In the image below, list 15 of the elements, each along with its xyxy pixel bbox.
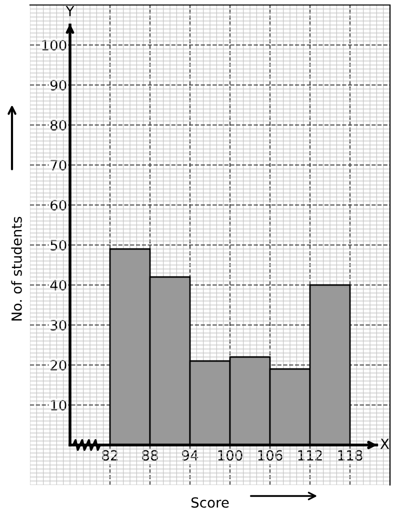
y-tick-label: 80 (50, 120, 66, 130)
y-tick-label: 70 (50, 160, 66, 170)
y-tick-label: 40 (50, 280, 66, 290)
y-tick-label: 60 (50, 200, 66, 210)
y-axis-title: No. of students (11, 216, 22, 320)
x-axis-title: Score (191, 497, 229, 508)
annotation: Y (66, 6, 74, 16)
y-tick-label: 90 (50, 80, 66, 90)
annotation: X (380, 438, 390, 449)
y-tick-label: 50 (50, 240, 66, 250)
y-tick-label: 100 (42, 40, 66, 50)
y-tick-label: 20 (50, 360, 66, 370)
x-tick-label: 112 (298, 450, 322, 460)
y-tick-label: 10 (51, 400, 66, 410)
y-tick-label: 30 (50, 320, 66, 330)
